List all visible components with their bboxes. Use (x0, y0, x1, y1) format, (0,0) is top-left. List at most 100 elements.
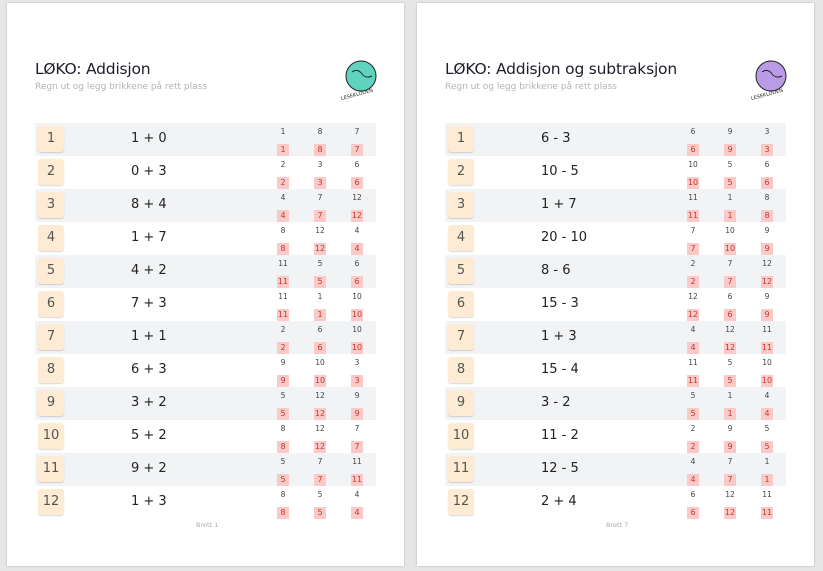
answer-tile[interactable]: 11 (760, 342, 774, 354)
answer-tile[interactable]: 4 (277, 210, 289, 222)
answer-tile[interactable]: 11 (276, 276, 290, 288)
answer-tile[interactable]: 6 (351, 276, 363, 288)
answer-tile[interactable]: 8 (277, 441, 289, 453)
answer-tile[interactable]: 5 (724, 177, 736, 189)
answer-tile[interactable]: 5 (277, 408, 289, 420)
answer-tile[interactable]: 5 (687, 408, 699, 420)
answer-tile[interactable]: 4 (687, 342, 699, 354)
answer-label: 6 (727, 292, 733, 301)
answer-tile[interactable]: 6 (761, 177, 773, 189)
answer-tile[interactable]: 9 (724, 144, 736, 156)
answer-tile[interactable]: 11 (686, 375, 700, 387)
answer-tile[interactable]: 6 (724, 309, 736, 321)
table-row: 2 10 - 5 10 10 5 5 6 6 (445, 156, 786, 189)
answer-option: 12 12 (723, 325, 737, 354)
answer-tile[interactable]: 7 (351, 144, 363, 156)
answer-tile[interactable]: 6 (351, 177, 363, 189)
answer-tile[interactable]: 3 (314, 177, 326, 189)
answer-tile[interactable]: 12 (313, 243, 327, 255)
answer-tile[interactable]: 12 (760, 276, 774, 288)
answer-tile[interactable]: 6 (314, 342, 326, 354)
math-expression: 3 - 2 (541, 395, 571, 410)
answer-tile[interactable]: 10 (686, 177, 700, 189)
answer-tile[interactable]: 5 (314, 276, 326, 288)
answer-tile[interactable]: 12 (313, 408, 327, 420)
answer-tile[interactable]: 9 (761, 309, 773, 321)
answer-tile[interactable]: 4 (351, 243, 363, 255)
answer-tile[interactable]: 2 (277, 342, 289, 354)
answer-option: 12 12 (313, 391, 327, 420)
answer-tile[interactable]: 5 (761, 441, 773, 453)
answer-tile[interactable]: 9 (724, 441, 736, 453)
answer-tile[interactable]: 10 (350, 342, 364, 354)
answer-tile[interactable]: 8 (761, 210, 773, 222)
answer-tile[interactable]: 2 (687, 441, 699, 453)
answer-tile[interactable]: 4 (761, 408, 773, 420)
answer-tile[interactable]: 10 (723, 243, 737, 255)
answer-tile[interactable]: 12 (313, 441, 327, 453)
answer-tile[interactable]: 6 (687, 144, 699, 156)
answer-tile[interactable]: 3 (761, 144, 773, 156)
row-number-badge: 12 (448, 489, 474, 515)
answer-tile[interactable]: 7 (724, 276, 736, 288)
answer-label: 5 (317, 259, 323, 268)
answer-label: 5 (280, 457, 286, 466)
answer-label: 12 (725, 325, 735, 334)
answer-tile[interactable]: 4 (687, 474, 699, 486)
answer-tile[interactable]: 1 (761, 474, 773, 486)
answer-tile[interactable]: 7 (687, 243, 699, 255)
answer-tile[interactable]: 1 (314, 309, 326, 321)
answer-tile[interactable]: 9 (761, 243, 773, 255)
answer-tile[interactable]: 11 (276, 309, 290, 321)
math-expression: 2 + 4 (541, 494, 577, 509)
answer-tile[interactable]: 9 (351, 408, 363, 420)
answer-tile[interactable]: 8 (277, 243, 289, 255)
answer-tile[interactable]: 7 (314, 210, 326, 222)
answer-tile[interactable]: 12 (686, 309, 700, 321)
answer-tile[interactable]: 6 (687, 507, 699, 519)
answer-tile[interactable]: 1 (724, 408, 736, 420)
answer-tile[interactable]: 2 (277, 177, 289, 189)
answer-tile[interactable]: 7 (351, 441, 363, 453)
answer-option: 10 10 (723, 226, 737, 255)
answer-tile[interactable]: 12 (350, 210, 364, 222)
answer-tile[interactable]: 10 (313, 375, 327, 387)
answer-tile[interactable]: 7 (724, 474, 736, 486)
answer-tile[interactable]: 2 (687, 276, 699, 288)
answer-tile[interactable]: 12 (723, 342, 737, 354)
answer-tile[interactable]: 11 (350, 474, 364, 486)
answer-tile[interactable]: 11 (760, 507, 774, 519)
answer-label: 1 (317, 292, 323, 301)
answer-tile[interactable]: 3 (351, 375, 363, 387)
table-row: 4 20 - 10 7 7 10 10 9 9 (445, 222, 786, 255)
answer-tile[interactable]: 10 (760, 375, 774, 387)
table-row: 6 15 - 3 12 12 6 6 9 9 (445, 288, 786, 321)
answer-tile[interactable]: 8 (277, 507, 289, 519)
answer-tile[interactable]: 5 (314, 507, 326, 519)
answer-tile[interactable]: 9 (277, 375, 289, 387)
answer-tile[interactable]: 7 (314, 474, 326, 486)
answer-tile[interactable]: 11 (686, 210, 700, 222)
answer-tile[interactable]: 5 (724, 375, 736, 387)
answer-tile[interactable]: 4 (351, 507, 363, 519)
answer-tile[interactable]: 5 (277, 474, 289, 486)
answer-tile[interactable]: 10 (350, 309, 364, 321)
answer-tile[interactable]: 1 (724, 210, 736, 222)
answer-tile[interactable]: 1 (277, 144, 289, 156)
answer-tile[interactable]: 12 (723, 507, 737, 519)
answer-tile[interactable]: 8 (314, 144, 326, 156)
